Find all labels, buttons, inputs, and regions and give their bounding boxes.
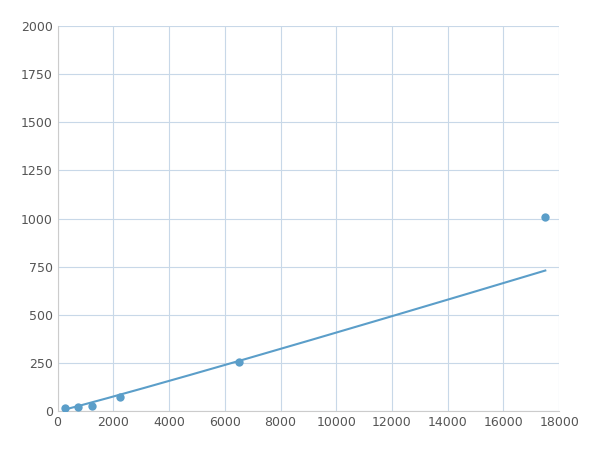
- Point: [115, 393, 125, 400]
- Point: [74, 404, 83, 411]
- Point: [234, 359, 244, 366]
- Point: [88, 402, 97, 409]
- Point: [541, 213, 550, 220]
- Point: [60, 405, 70, 412]
